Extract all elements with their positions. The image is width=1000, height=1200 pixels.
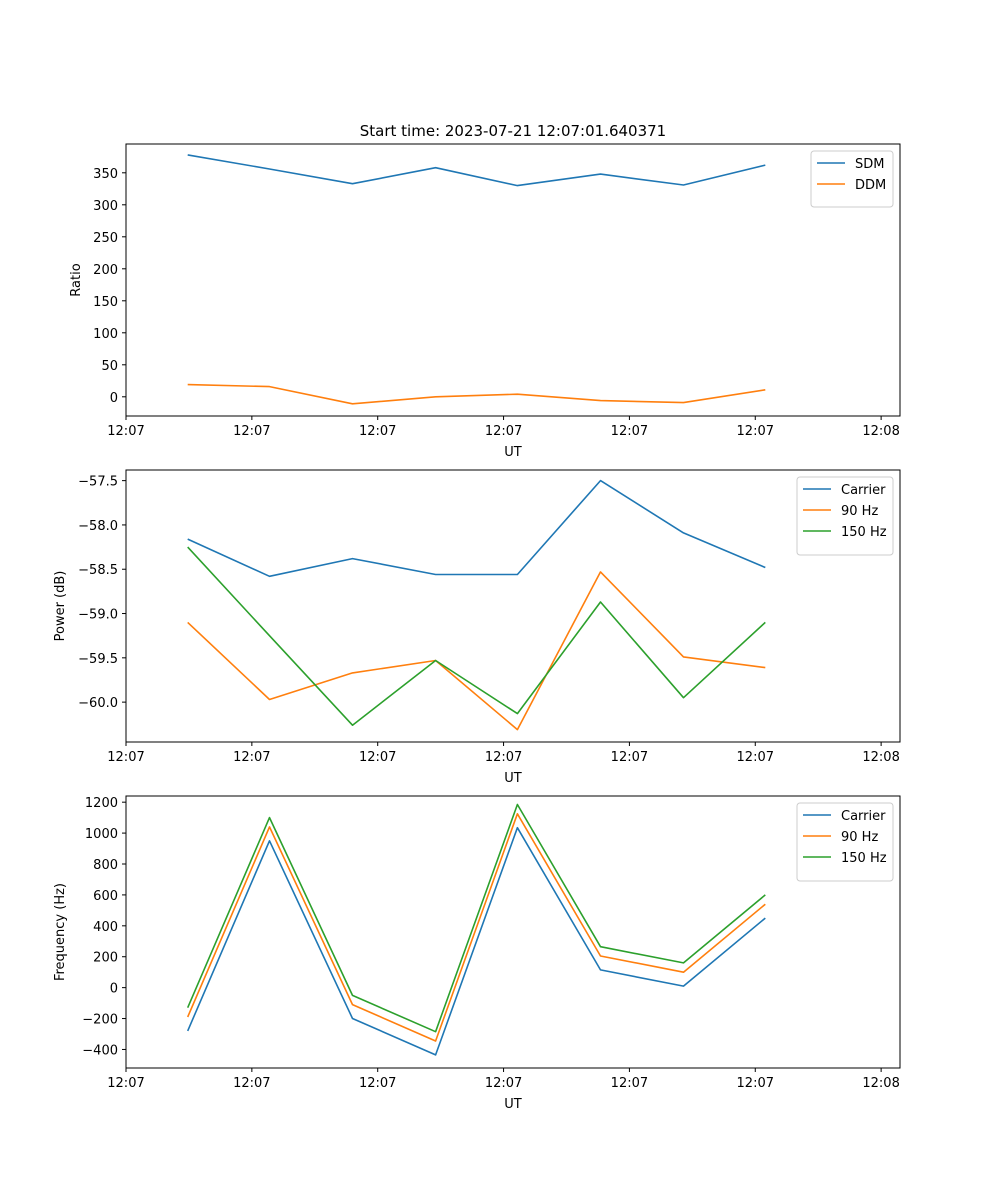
x-tick-label: 12:07 bbox=[485, 1076, 522, 1091]
y-tick-label: −59.0 bbox=[78, 608, 118, 623]
x-tick-label: 12:07 bbox=[107, 1076, 144, 1091]
legend-box bbox=[810, 150, 894, 208]
y-tick-label: 1000 bbox=[85, 827, 118, 842]
legend: Carrier 90 Hz 150 Hz bbox=[796, 476, 894, 556]
series-line-carrier bbox=[187, 479, 766, 578]
y-tick-label: 400 bbox=[93, 920, 118, 935]
legend-box bbox=[796, 802, 894, 882]
plots: 12:07 12:07 12:07 12:07 12:07 12:07 12:08 0 50 10… bbox=[53, 143, 901, 1112]
series-line-ddm bbox=[187, 383, 766, 405]
y-tick-label: 1200 bbox=[85, 796, 118, 811]
x-tick-label: 12:07 bbox=[611, 1076, 648, 1091]
y-tick-label: 250 bbox=[93, 231, 118, 246]
series-line-carrier bbox=[186, 826, 766, 1056]
y-axis-label: Ratio bbox=[69, 263, 84, 296]
x-tick-label: 12:07 bbox=[107, 750, 144, 765]
axes-frame bbox=[125, 795, 901, 1069]
legend-label: DDM bbox=[855, 178, 886, 193]
y-tick-label: −58.5 bbox=[78, 563, 118, 578]
y-tick-label: −400 bbox=[82, 1043, 118, 1058]
x-tick-label: 12:07 bbox=[737, 1076, 774, 1091]
y-tick-label: 300 bbox=[93, 199, 118, 214]
y-tick-label: 350 bbox=[93, 167, 118, 182]
x-axis-label: UT bbox=[504, 1097, 522, 1112]
x-tick-label: 12:07 bbox=[107, 424, 144, 439]
x-tick-label: 12:07 bbox=[611, 750, 648, 765]
legend-label: 150 Hz bbox=[841, 851, 887, 866]
chart-2: 12:07 12:07 12:07 12:07 12:07 12:07 12:08 −60.0… bbox=[53, 469, 901, 786]
x-tick-label: 12:07 bbox=[611, 424, 648, 439]
x-tick-label: 12:07 bbox=[233, 424, 270, 439]
legend-label: 90 Hz bbox=[841, 830, 878, 845]
x-tick-label: 12:07 bbox=[737, 750, 774, 765]
legend-label: Carrier bbox=[841, 483, 886, 498]
y-tick-label: −200 bbox=[82, 1013, 118, 1028]
series-line-150-hz bbox=[186, 803, 766, 1033]
y-tick-label: 800 bbox=[93, 858, 118, 873]
axes-frame bbox=[125, 143, 901, 417]
x-tick-label: 12:07 bbox=[485, 424, 522, 439]
figure-title: Start time: 2023-07-21 12:07:01.640371 bbox=[360, 122, 666, 140]
x-tick-label: 12:07 bbox=[359, 1076, 396, 1091]
axes-frame bbox=[125, 469, 901, 743]
y-axis-label: Power (dB) bbox=[53, 571, 68, 642]
x-tick-label: 12:08 bbox=[862, 1076, 899, 1091]
y-tick-label: 150 bbox=[93, 295, 118, 310]
y-tick-label: −59.5 bbox=[78, 652, 118, 667]
y-tick-label: 0 bbox=[110, 391, 118, 406]
series-line-90-hz bbox=[187, 571, 766, 731]
y-tick-label: −58.0 bbox=[78, 519, 118, 534]
y-tick-label: 100 bbox=[93, 327, 118, 342]
x-tick-label: 12:07 bbox=[737, 424, 774, 439]
y-tick-label: 200 bbox=[93, 263, 118, 278]
x-tick-label: 12:07 bbox=[233, 750, 270, 765]
legend-box bbox=[796, 476, 894, 556]
legend-label: 90 Hz bbox=[841, 504, 878, 519]
y-tick-label: −57.5 bbox=[78, 475, 118, 490]
series-line-sdm bbox=[187, 154, 766, 187]
y-tick-label: 200 bbox=[93, 951, 118, 966]
x-tick-label: 12:07 bbox=[359, 424, 396, 439]
chart-3: 12:07 12:07 12:07 12:07 12:07 12:07 12:08 −400 −… bbox=[53, 795, 901, 1112]
x-axis-label: UT bbox=[504, 771, 522, 786]
y-axis-label: Frequency (Hz) bbox=[53, 883, 68, 981]
x-axis-label: UT bbox=[504, 445, 522, 460]
x-tick-label: 12:08 bbox=[862, 424, 899, 439]
legend-label: Carrier bbox=[841, 809, 886, 824]
series-line-90-hz bbox=[186, 812, 766, 1042]
x-tick-label: 12:07 bbox=[485, 750, 522, 765]
chart-1: 12:07 12:07 12:07 12:07 12:07 12:07 12:08 0 50 10… bbox=[69, 143, 901, 460]
x-tick-label: 12:07 bbox=[359, 750, 396, 765]
y-tick-label: 0 bbox=[110, 982, 118, 997]
x-tick-label: 12:08 bbox=[862, 750, 899, 765]
legend: Carrier 90 Hz 150 Hz bbox=[796, 802, 894, 882]
y-tick-label: −60.0 bbox=[78, 696, 118, 711]
y-tick-label: 600 bbox=[93, 889, 118, 904]
legend-label: SDM bbox=[855, 157, 884, 172]
legend-label: 150 Hz bbox=[841, 525, 887, 540]
legend: SDM DDM bbox=[810, 150, 894, 208]
y-tick-label: 50 bbox=[101, 359, 118, 374]
series-line-150-hz bbox=[187, 546, 766, 727]
x-tick-label: 12:07 bbox=[233, 1076, 270, 1091]
